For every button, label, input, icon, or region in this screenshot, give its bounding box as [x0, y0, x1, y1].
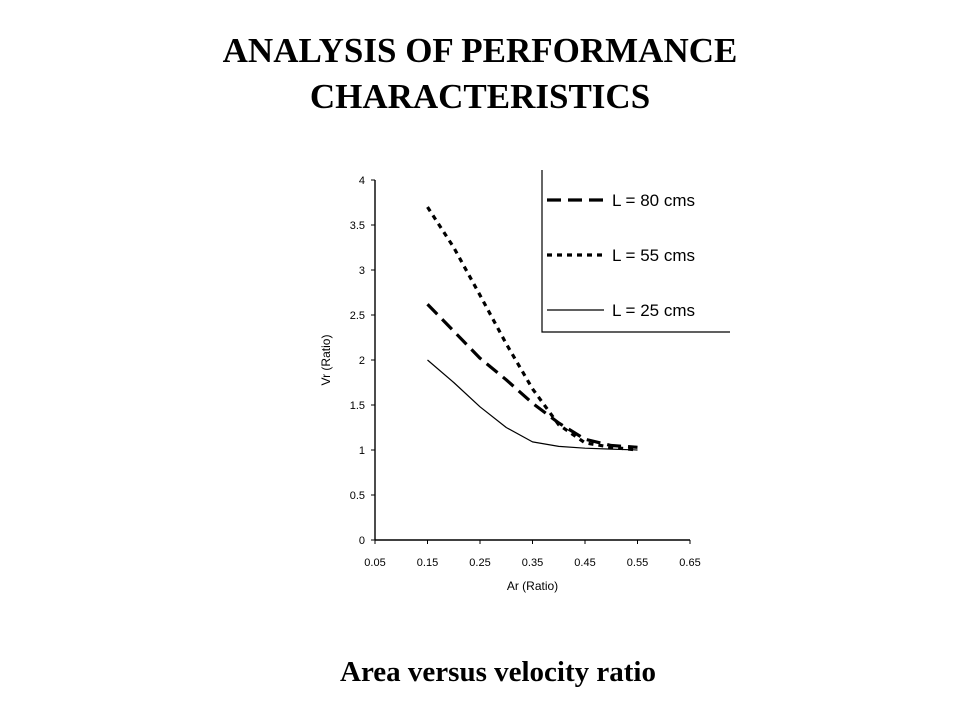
y-tick-label: 3 — [359, 265, 365, 277]
chart-axes: 0 0.5 1 1.5 2 2.5 3 3.5 4 0.05 0.15 0.25 0.35 0.45 0.5… — [350, 175, 701, 569]
legend-label-0: L = 80 cms — [612, 191, 695, 210]
x-axis-label: Ar (Ratio) — [507, 579, 558, 593]
y-tick-label: 0.5 — [350, 490, 365, 502]
y-tick-label: 2.5 — [350, 310, 365, 322]
chart-caption: Area versus velocity ratio — [340, 656, 656, 688]
legend-frame — [541, 170, 730, 333]
series-line-0 — [426, 303, 638, 449]
y-tick-label: 3.5 — [350, 220, 365, 232]
y-tick-label: 4 — [359, 175, 365, 187]
legend-label-1: L = 55 cms — [612, 246, 695, 265]
y-tick-label: 0 — [359, 535, 365, 547]
y-axis-label: Vr (Ratio) — [319, 335, 333, 386]
x-tick-label: 0.25 — [469, 557, 490, 569]
x-tick-label: 0.55 — [627, 557, 648, 569]
chart-legend: L = 80 cms L = 55 cms L = 25 cms — [541, 170, 730, 333]
slide-title: ANALYSIS OF PERFORMANCE CHARACTERISTICS — [0, 28, 960, 120]
x-tick-label: 0.35 — [522, 557, 543, 569]
series-line-2 — [427, 359, 638, 451]
y-tick-label: 1 — [359, 445, 365, 457]
slide-title-line1: ANALYSIS OF PERFORMANCE — [222, 31, 738, 70]
series-line-1 — [426, 206, 638, 452]
x-tick-label: 0.45 — [574, 557, 595, 569]
y-tick-label: 2 — [359, 355, 365, 367]
x-tick-label: 0.05 — [364, 557, 385, 569]
legend-label-2: L = 25 cms — [612, 301, 695, 320]
chart-series — [426, 206, 638, 452]
area-velocity-chart: 0 0.5 1 1.5 2 2.5 3 3.5 4 0.05 0.15 0.25 0.35 0.45 0.5… — [319, 170, 730, 593]
x-tick-label: 0.65 — [679, 557, 700, 569]
y-tick-label: 1.5 — [350, 400, 365, 412]
x-tick-label: 0.15 — [417, 557, 438, 569]
slide-title-line2: CHARACTERISTICS — [309, 77, 651, 116]
